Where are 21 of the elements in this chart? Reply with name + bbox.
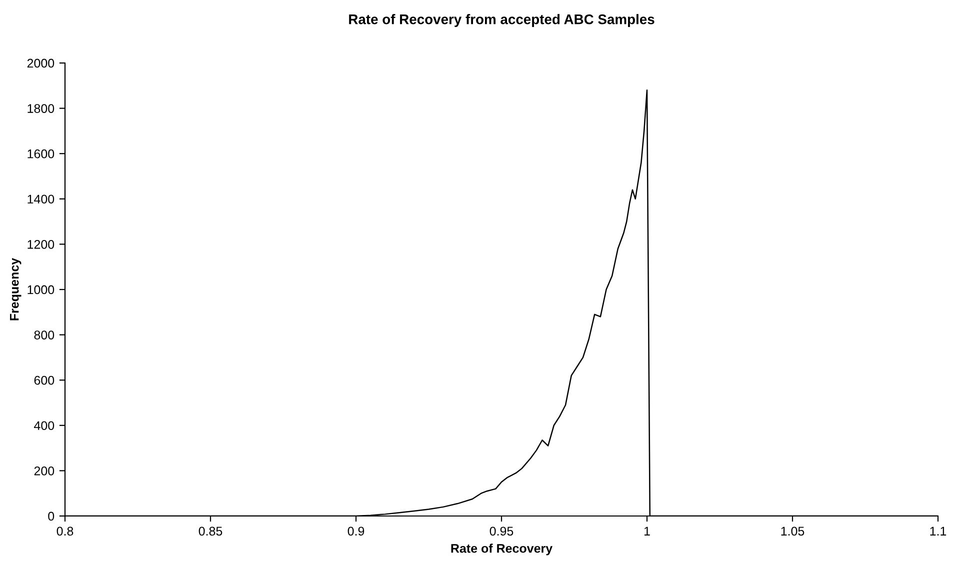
y-axis-title: Frequency bbox=[10, 258, 22, 320]
x-tick-label: 0.85 bbox=[198, 526, 222, 536]
y-tick-label: 1400 bbox=[28, 194, 54, 204]
y-tick-label: 0 bbox=[48, 512, 54, 521]
y-tick-label: 400 bbox=[34, 421, 54, 430]
x-axis-title: Rate of Recovery bbox=[451, 544, 552, 556]
x-tick-label: 0.9 bbox=[348, 526, 364, 536]
y-tick-label: 200 bbox=[34, 466, 54, 476]
x-tick-label: 0.8 bbox=[56, 526, 74, 536]
y-tick-label: 1200 bbox=[28, 240, 54, 249]
y-tick-label: 2000 bbox=[27, 58, 54, 68]
x-tick-label: 1 bbox=[644, 526, 650, 536]
y-tick-label: 1800 bbox=[28, 104, 54, 113]
y-tick-label: 1000 bbox=[28, 285, 54, 294]
x-tick-label: 1.1 bbox=[930, 526, 946, 536]
y-tick-label: 800 bbox=[34, 330, 54, 340]
chart-title: Rate of Recovery from accepted ABC Samples bbox=[349, 14, 654, 27]
x-tick-label: 1.05 bbox=[781, 526, 804, 536]
y-tick-label: 1600 bbox=[28, 149, 54, 158]
x-tick-label: 0.95 bbox=[490, 526, 514, 536]
y-tick-label: 600 bbox=[34, 376, 54, 385]
